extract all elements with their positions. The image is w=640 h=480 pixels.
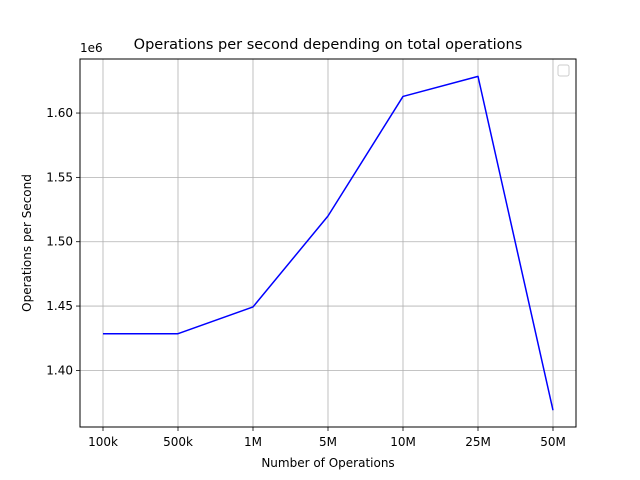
legend-box [557,64,570,77]
grid-lines [80,59,576,427]
x-axis-label: Number of Operations [261,456,394,470]
y-tick-label: 1.55 [46,170,73,184]
x-tick-label: 25M [465,435,491,449]
x-tick-label: 500k [163,435,193,449]
x-tick-label: 1M [244,435,262,449]
x-axis-ticks: 100k 500k 1M 5M 10M 25M 50M [88,427,566,449]
y-tick-label: 1.60 [46,106,73,120]
x-tick-label: 10M [390,435,416,449]
series-line [103,75,554,411]
x-tick-label: 100k [88,435,118,449]
y-axis-offset-label: 1e6 [80,41,103,55]
y-tick-label: 1.50 [46,235,73,249]
x-tick-label: 5M [319,435,337,449]
y-tick-label: 1.40 [46,363,73,377]
y-axis-ticks: 1.40 1.45 1.50 1.55 1.60 [46,106,80,377]
y-axis-label: Operations per Second [20,174,34,312]
y-tick-label: 1.45 [46,299,73,313]
chart-title: Operations per second depending on total… [134,37,523,53]
plot-area [103,75,554,411]
x-tick-label: 50M [540,435,566,449]
